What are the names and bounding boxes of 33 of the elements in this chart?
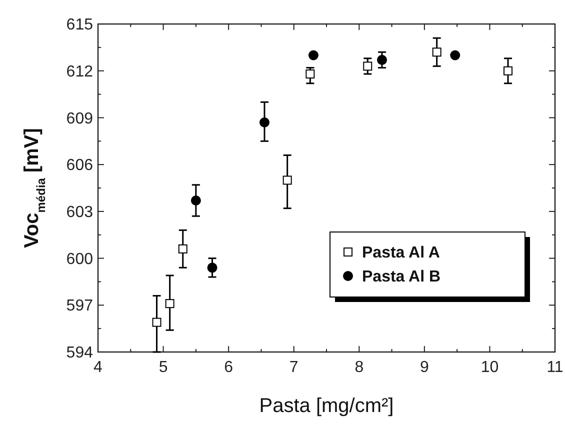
point <box>376 54 387 65</box>
point <box>165 299 174 308</box>
y-tick-label: 597 <box>66 298 94 315</box>
y-tick-label: 609 <box>66 110 94 128</box>
y-tick-label: 594 <box>66 344 94 362</box>
y-tick-label: 603 <box>66 204 94 222</box>
x-axis-title: Pasta [mg/cm²] <box>259 395 394 417</box>
point <box>190 195 201 206</box>
legend-label: Pasta Al A <box>362 244 440 262</box>
y-tick-label: 606 <box>66 157 94 174</box>
y-tick-label: 612 <box>66 63 94 80</box>
x-tick-label: 11 <box>546 359 564 376</box>
x-tick-label: 10 <box>480 359 499 376</box>
y-tick-label: 600 <box>66 250 94 268</box>
point <box>306 69 315 78</box>
y-tick-label: 615 <box>66 16 94 34</box>
point <box>432 48 442 57</box>
point <box>363 62 372 71</box>
point <box>450 50 460 60</box>
x-tick-label: 9 <box>420 359 429 376</box>
x-tick-label: 6 <box>224 359 234 376</box>
point <box>503 66 512 76</box>
point <box>308 50 318 60</box>
legend-label: Pasta Al B <box>362 268 441 286</box>
point <box>207 262 218 273</box>
point <box>282 176 292 185</box>
point <box>152 318 162 327</box>
x-tick-label: 7 <box>289 359 298 376</box>
point <box>178 244 188 254</box>
x-tick-label: 5 <box>158 359 168 376</box>
point <box>259 117 270 128</box>
x-tick-label: 8 <box>354 359 364 376</box>
x-tick-label: 4 <box>94 359 103 376</box>
